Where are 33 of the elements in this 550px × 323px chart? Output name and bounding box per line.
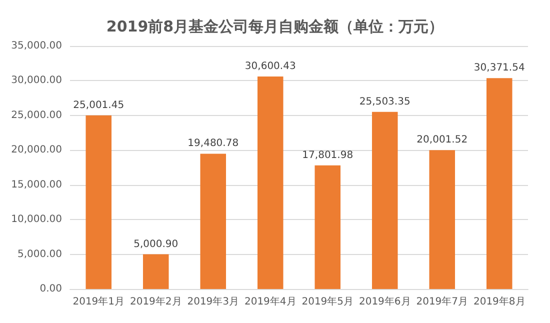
y-tick-label: 20,000.00 <box>11 144 62 156</box>
x-tick-label: 2019年6月 <box>358 296 411 308</box>
bar <box>257 76 284 289</box>
chart-title: 2019前8月基金公司每月自购金额（单位：万元） <box>106 18 444 36</box>
x-tick-label: 2019年2月 <box>130 296 182 308</box>
y-tick-label: 5,000.00 <box>17 248 62 260</box>
data-label: 30,371.54 <box>474 62 525 74</box>
x-tick-label: 2019年3月 <box>187 296 240 308</box>
bar <box>372 112 398 289</box>
x-tick-label: 2019年1月 <box>72 296 125 308</box>
data-label: 25,503.35 <box>359 96 410 108</box>
y-tick-label: 10,000.00 <box>11 214 62 226</box>
y-tick-label: 30,000.00 <box>11 75 62 86</box>
x-tick-label: 2019年5月 <box>302 296 354 308</box>
bar <box>142 254 169 289</box>
bar <box>429 150 456 289</box>
data-label: 20,001.52 <box>416 134 468 146</box>
bar <box>314 165 341 289</box>
bar <box>86 115 112 289</box>
x-tick-label: 2019年4月 <box>244 296 296 308</box>
y-tick-label: 15,000.00 <box>11 179 62 190</box>
y-tick-label: 25,000.00 <box>11 110 62 121</box>
x-tick-label: 2019年7月 <box>416 296 468 308</box>
bar <box>200 154 226 289</box>
data-label: 25,001.45 <box>73 100 124 111</box>
data-label: 30,600.43 <box>244 61 296 72</box>
data-label: 19,480.78 <box>188 138 239 150</box>
data-label: 5,000.90 <box>134 238 178 250</box>
y-tick-label: 35,000.00 <box>11 40 62 52</box>
data-label: 17,801.98 <box>302 150 354 161</box>
y-tick-label: 0.00 <box>40 284 62 294</box>
x-tick-label: 2019年8月 <box>473 296 526 308</box>
bar <box>486 78 512 289</box>
